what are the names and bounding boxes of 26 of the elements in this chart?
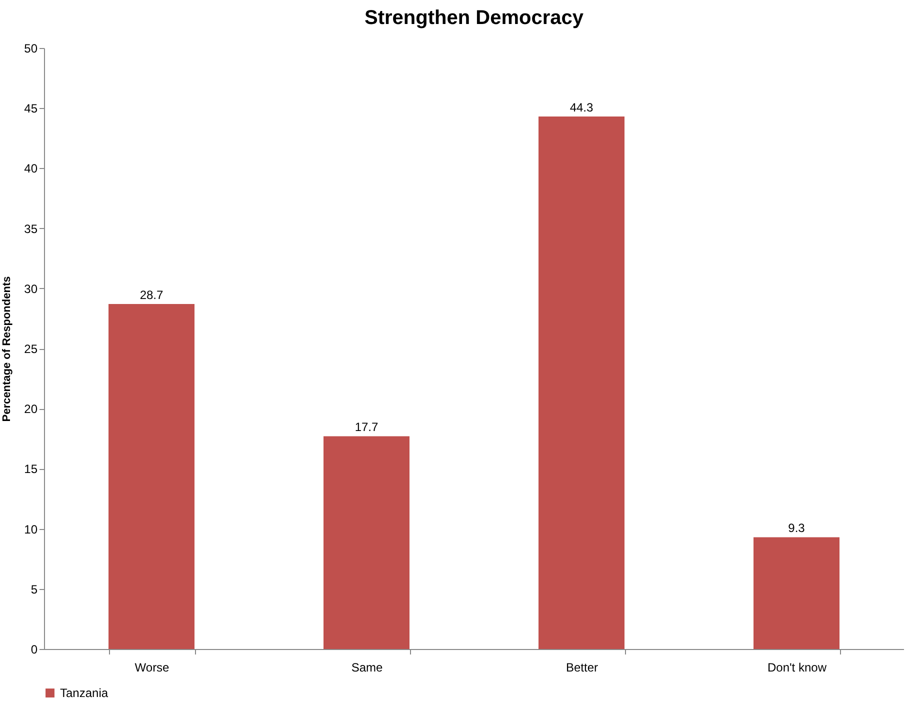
y-tick-label: 40 xyxy=(24,162,38,176)
bar xyxy=(538,116,624,649)
x-tick-label: Don't know xyxy=(768,660,827,674)
bar xyxy=(324,436,410,649)
data-label: 17.7 xyxy=(354,420,378,434)
data-label: 44.3 xyxy=(570,100,594,115)
y-tick-label: 50 xyxy=(24,42,38,56)
bar xyxy=(108,304,194,649)
y-tick-label: 45 xyxy=(24,102,38,116)
legend-label: Tanzania xyxy=(60,686,108,700)
y-tick-label: 30 xyxy=(24,282,38,296)
x-tick-label: Worse xyxy=(134,660,170,674)
data-label: 28.7 xyxy=(140,288,164,302)
y-tick-label: 20 xyxy=(24,402,38,416)
data-label: 9.3 xyxy=(788,521,806,536)
y-tick-label: 0 xyxy=(30,642,38,656)
y-tick-label: 35 xyxy=(24,222,38,236)
x-tick-label: Better xyxy=(566,660,598,674)
y-tick-label: 5 xyxy=(30,582,38,596)
y-axis-title: Percentage of Respondents xyxy=(1,276,14,422)
y-tick-label: 10 xyxy=(24,522,38,536)
x-tick-label: Same xyxy=(351,660,383,674)
bar xyxy=(754,537,840,649)
chart-title: Strengthen Democracy xyxy=(364,7,584,29)
y-tick-label: 25 xyxy=(24,342,38,356)
y-tick-label: 15 xyxy=(24,462,38,476)
